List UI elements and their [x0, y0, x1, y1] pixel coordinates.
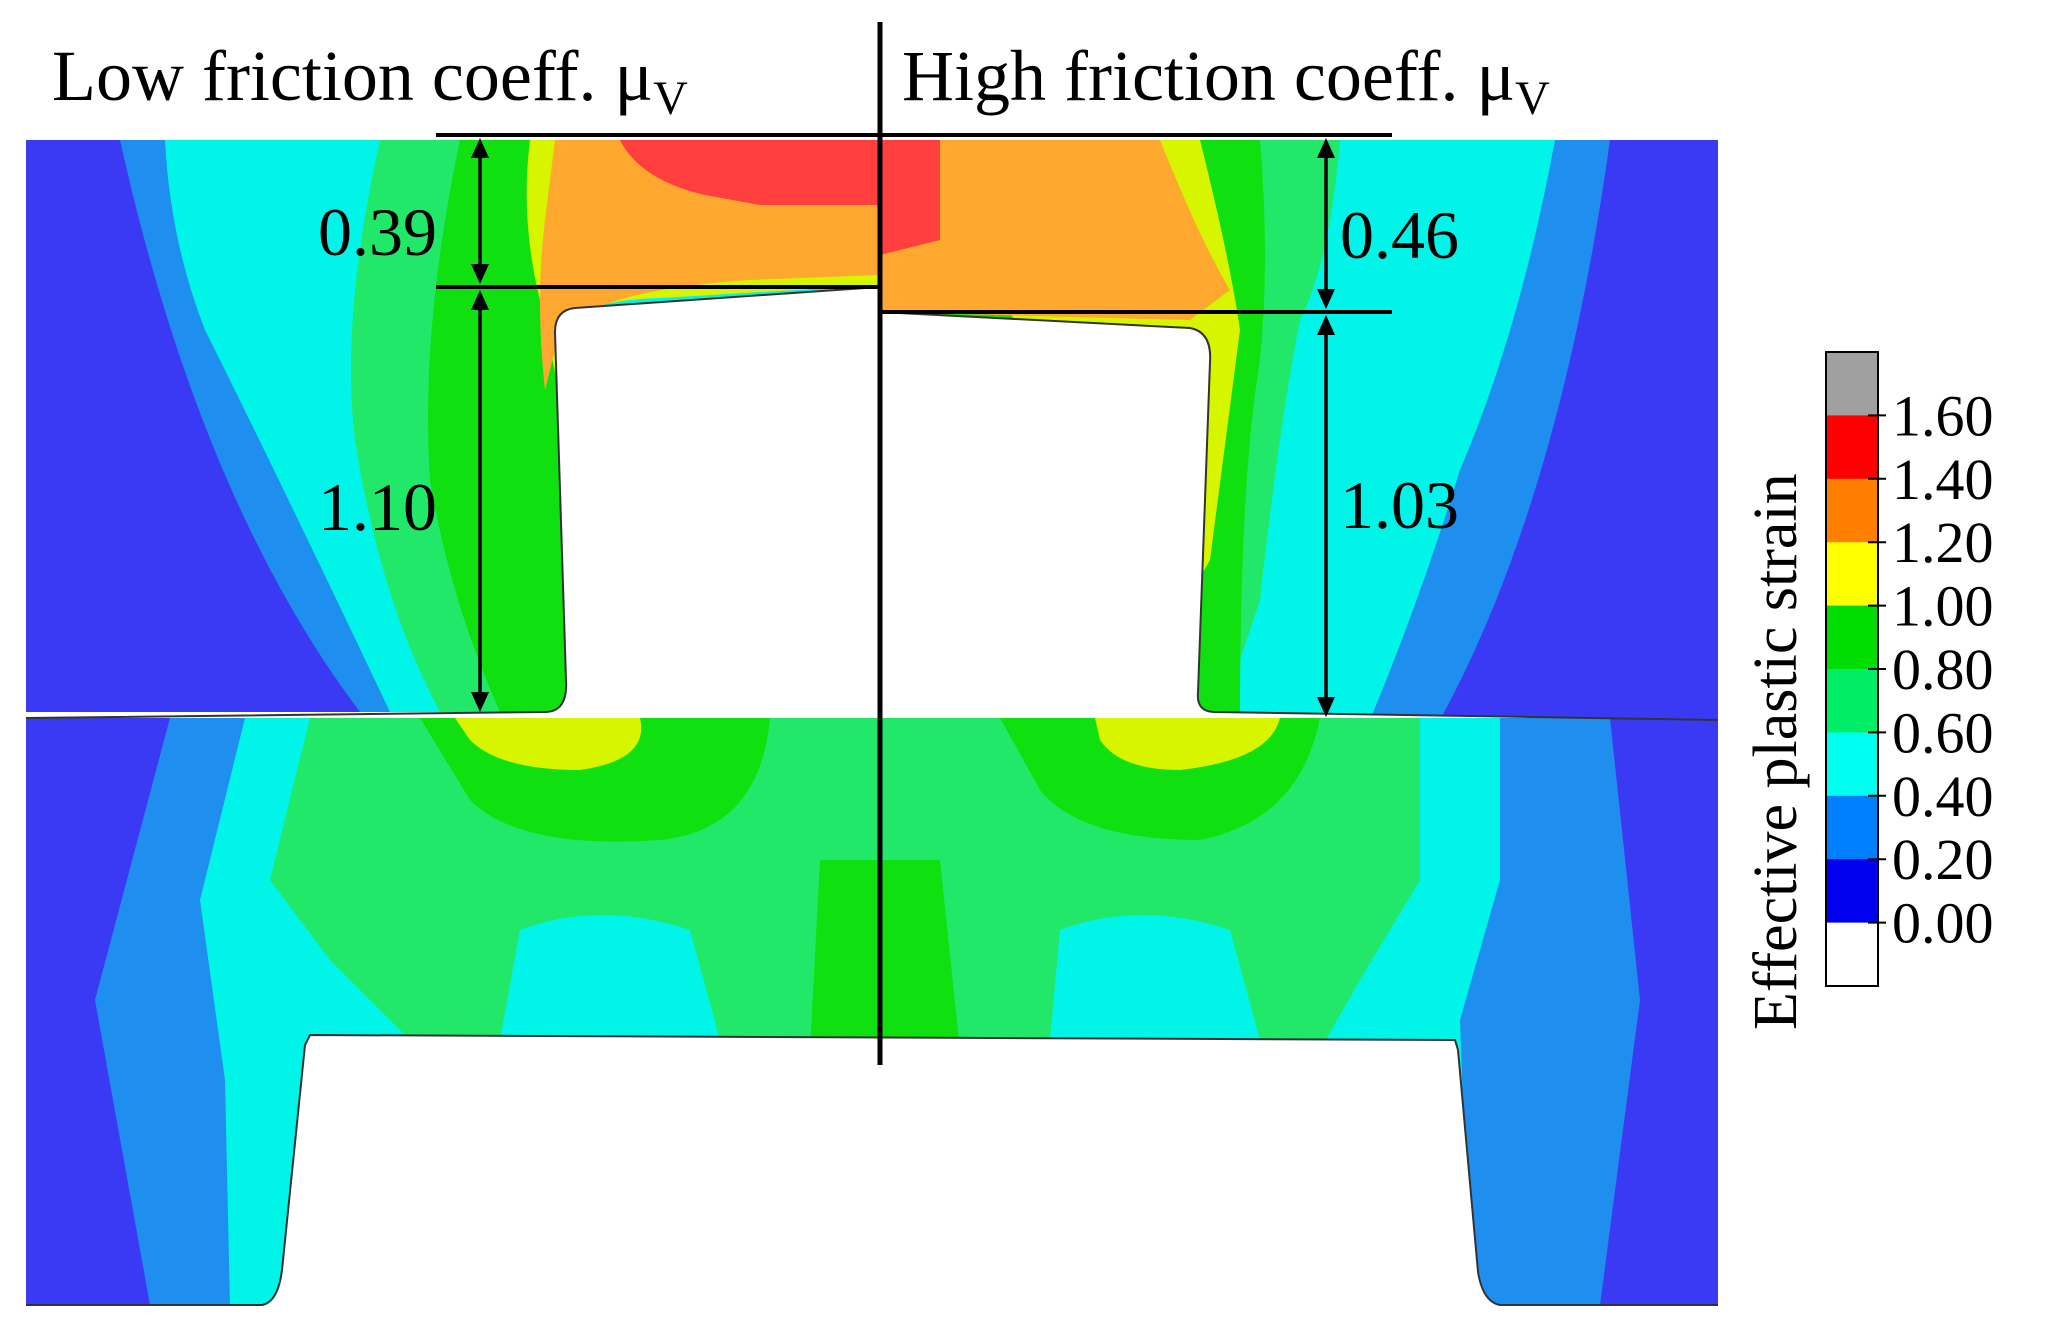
band-0.5-core — [575, 298, 880, 712]
legend-band-1 — [1826, 415, 1878, 480]
band-0.7-inner — [930, 437, 1083, 720]
band-1.5 — [880, 140, 940, 255]
right-title: High friction coeff. μV — [902, 36, 1550, 125]
legend-band-0 — [1826, 352, 1878, 416]
legend-band-8 — [1826, 859, 1878, 924]
legend-band-2 — [1826, 478, 1878, 543]
band-1.1-left — [455, 718, 642, 770]
left-punch-outline — [25, 286, 881, 719]
legend-band-3 — [1826, 542, 1878, 607]
band-0.7-inner — [600, 430, 740, 712]
band-1.5 — [620, 140, 880, 205]
legend-title: Effective plastic strain — [1742, 473, 1810, 1030]
dimension-arrows — [471, 138, 1335, 717]
reference-lines — [436, 133, 1392, 314]
band-0.9-center — [810, 860, 960, 1050]
legend-tick-label: 1.20 — [1892, 510, 1994, 575]
legend-bands — [1825, 351, 1879, 987]
dim-right-bottom: 1.03 — [1340, 467, 1459, 543]
legend-ticks: 1.601.401.201.000.800.600.400.200.00 — [1868, 383, 1994, 956]
legend-tick-label: 0.60 — [1892, 700, 1994, 765]
legend-tick-label: 0.20 — [1892, 827, 1994, 892]
band-1.3-inner — [1095, 540, 1170, 690]
legend-tick-label: 0.80 — [1892, 637, 1994, 702]
dim-right-top: 0.46 — [1340, 197, 1459, 273]
left-title: Low friction coeff. μV — [52, 36, 688, 125]
dim-left-bottom: 1.10 — [318, 469, 437, 545]
band-0.5-right-spot — [1050, 915, 1260, 1040]
band-0.5-left-spot — [500, 915, 720, 1040]
right-upper-region — [880, 140, 1718, 720]
legend-tick-label: 1.60 — [1892, 383, 1994, 448]
legend-tick-label: 1.00 — [1892, 574, 1994, 639]
legend-band-7 — [1826, 795, 1878, 860]
band-1.1-right — [1095, 718, 1280, 770]
legend-band-9 — [1826, 922, 1878, 987]
legend-band-5 — [1826, 669, 1878, 733]
band-1.3 — [880, 140, 1230, 320]
legend-tick-label: 1.40 — [1892, 447, 1994, 512]
legend-band-4 — [1826, 605, 1878, 670]
legend-tick-label: 0.00 — [1892, 891, 1994, 956]
band-0.5-core — [880, 318, 1185, 720]
right-punch-outline — [879, 311, 1719, 721]
left-upper-region — [26, 140, 880, 712]
dim-left-top: 0.39 — [318, 194, 437, 270]
band-1.1-inner — [566, 560, 650, 705]
legend-tick-label: 0.40 — [1892, 764, 1994, 829]
bottom-region — [26, 718, 1718, 1305]
legend-band-6 — [1826, 732, 1878, 797]
strain-legend: Effective plastic strain 1.601.401.201.0… — [1742, 351, 1994, 1030]
